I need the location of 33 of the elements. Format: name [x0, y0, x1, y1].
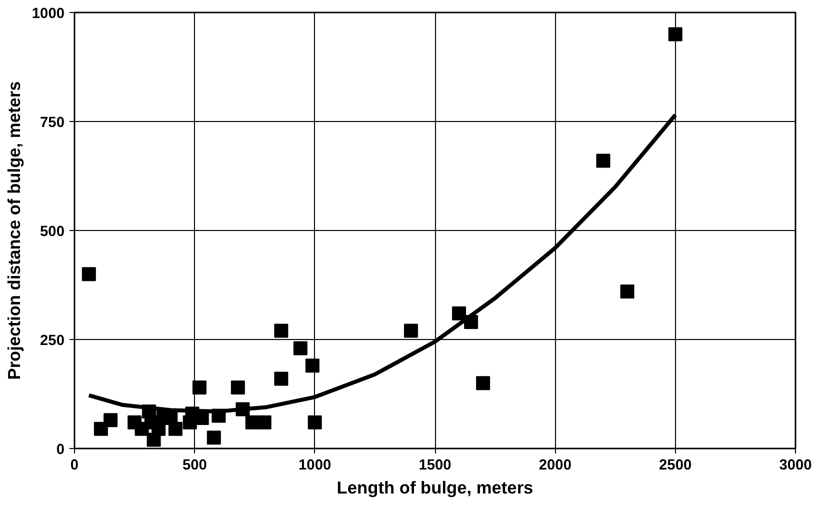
point: [293, 341, 308, 356]
y-tick-label: 250: [40, 333, 65, 349]
point: [82, 267, 96, 282]
point: [104, 413, 118, 428]
y-tick-label: 750: [40, 115, 65, 131]
x-tick-label: 1500: [418, 458, 452, 474]
point: [596, 154, 610, 168]
point: [620, 284, 634, 299]
x-tick-label: 3000: [779, 458, 812, 474]
y-tick-label: 500: [40, 224, 65, 240]
point: [476, 376, 490, 390]
point: [404, 324, 418, 338]
point: [305, 358, 320, 373]
point: [168, 422, 182, 436]
x-tick-label: 1000: [298, 458, 332, 474]
y-axis-title: Projection distance of bulge, meters: [4, 81, 24, 380]
point: [206, 430, 221, 445]
y-tick-label: 1000: [32, 6, 65, 22]
point: [274, 372, 288, 386]
point: [152, 422, 166, 436]
point: [452, 306, 466, 320]
x-tick-label: 0: [70, 458, 79, 474]
point: [192, 380, 206, 394]
x-tick-label: 2000: [538, 458, 572, 474]
x-tick-label: 2500: [659, 458, 692, 474]
point: [257, 415, 272, 430]
y-tick-label: 0: [56, 442, 65, 458]
point: [668, 27, 682, 42]
point: [308, 415, 322, 430]
point: [274, 324, 288, 338]
point: [230, 380, 245, 394]
x-tick-label: 500: [182, 458, 207, 474]
x-axis-title: Length of bulge, meters: [336, 478, 534, 498]
